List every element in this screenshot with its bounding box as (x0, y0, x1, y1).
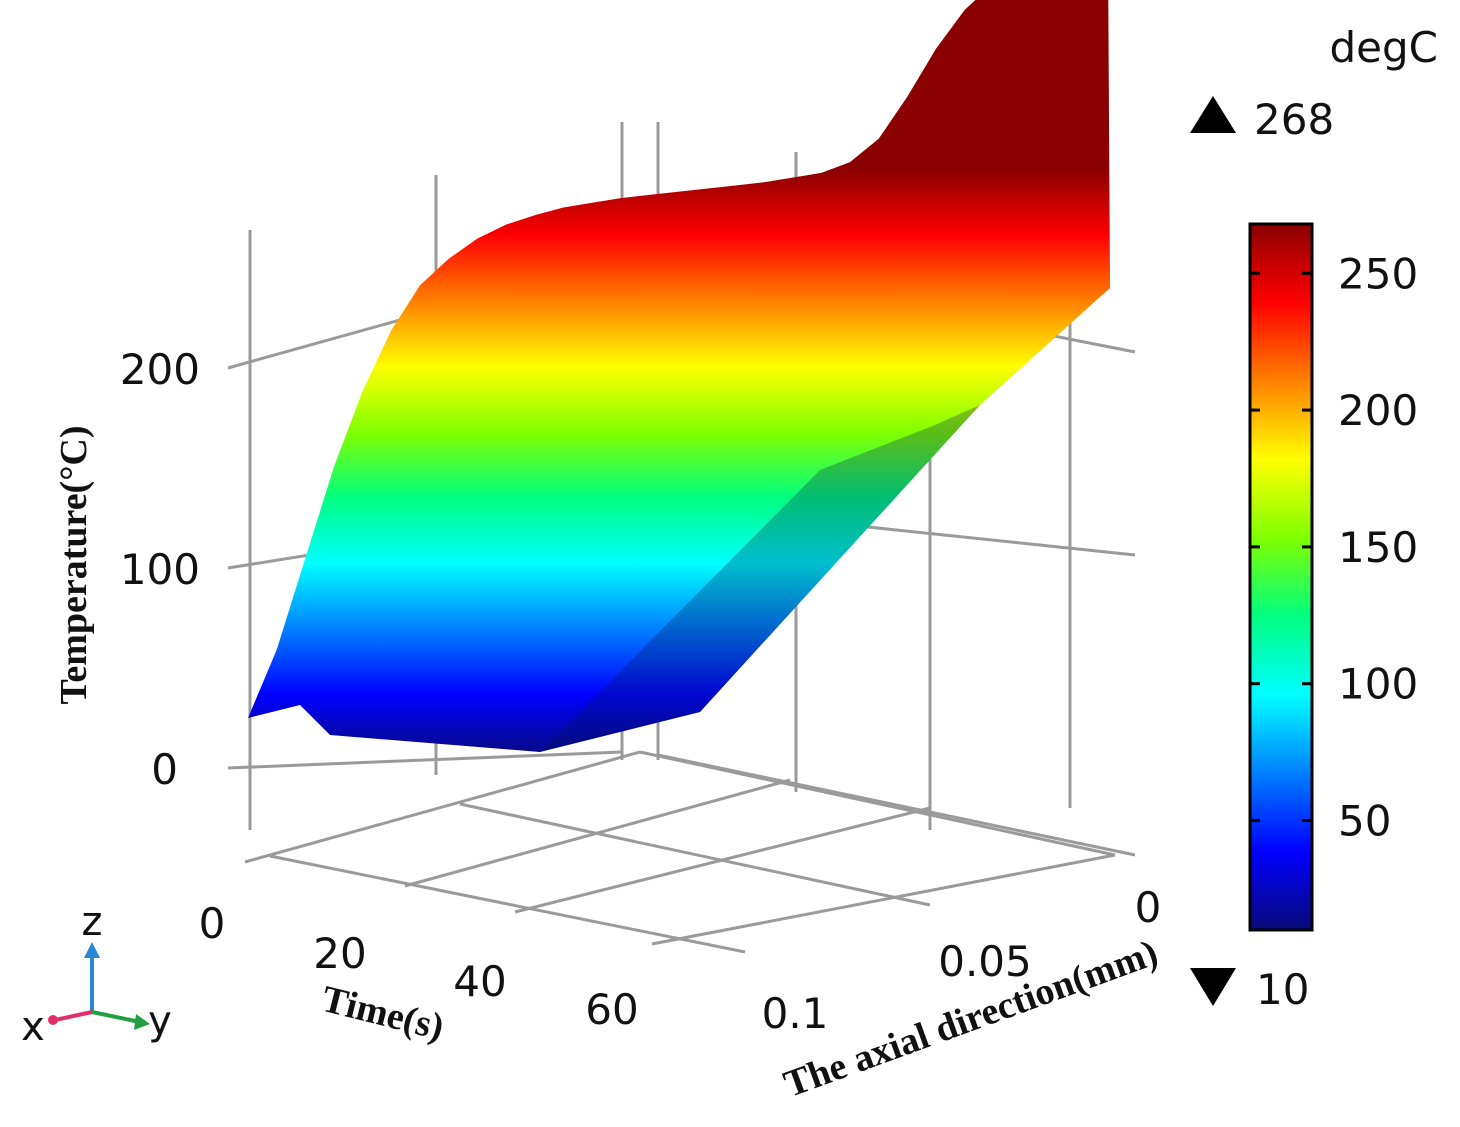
colorbar-min-triangle (1190, 968, 1236, 1006)
z-axis-ticks: 200 100 0 (120, 345, 200, 794)
triad-x-arrow (54, 1010, 93, 1022)
surface-side-face (540, 405, 980, 752)
grid-line (227, 750, 623, 770)
colorbar-ticks: 50 100 150 200 250 (1250, 249, 1418, 846)
colorbar-min-label: 10 (1256, 965, 1309, 1014)
grid-line (639, 750, 1116, 857)
z-axis-label: Temperature(°C) (53, 425, 95, 704)
time-tick-label: 60 (585, 985, 638, 1034)
triad-z-head (84, 942, 100, 958)
colorbar-tick-label: 250 (1338, 249, 1418, 298)
colorbar-tick-label: 100 (1338, 660, 1418, 709)
z-tick-label: 100 (120, 545, 200, 594)
colorbar-tick-label: 50 (1338, 797, 1391, 846)
axial-tick-label: 0.05 (938, 937, 1032, 986)
axis-triad: z y x (21, 899, 172, 1050)
grid-line (244, 750, 641, 864)
colorbar-max-triangle (1190, 96, 1236, 133)
time-tick-label: 40 (453, 957, 506, 1006)
grid-line (269, 854, 746, 954)
colorbar: degC 268 50 100 150 200 250 10 (1190, 23, 1438, 1014)
z-tick-label: 0 (151, 745, 178, 794)
axial-tick-label: 0 (1135, 883, 1162, 932)
time-tick-label: 20 (313, 929, 366, 978)
triad-y-head (134, 1014, 150, 1030)
triad-z-label: z (82, 899, 103, 945)
axial-tick-label: 0.1 (762, 989, 829, 1038)
triad-y-arrow (91, 1010, 141, 1024)
colorbar-max-label: 268 (1254, 95, 1334, 144)
grid-line (651, 853, 1116, 946)
time-axis-ticks: 0 20 40 60 (199, 899, 639, 1034)
triad-x-head (48, 1015, 58, 1025)
grid-line (459, 802, 931, 907)
colorbar-bar (1248, 222, 1314, 932)
colorbar-tick-label: 150 (1338, 523, 1418, 572)
z-tick-label: 200 (120, 345, 200, 394)
triad-x-label: x (21, 1004, 45, 1050)
triad-y-label: y (148, 998, 172, 1044)
colorbar-unit: degC (1330, 23, 1439, 72)
time-axis-label: Time(s) (318, 978, 448, 1049)
temperature-surface (248, 0, 1110, 752)
surface-body (248, 0, 1110, 752)
colorbar-tick-label: 200 (1338, 386, 1418, 435)
time-tick-label: 0 (199, 899, 226, 948)
axial-axis-ticks: 0 0.05 0.1 (762, 883, 1162, 1038)
